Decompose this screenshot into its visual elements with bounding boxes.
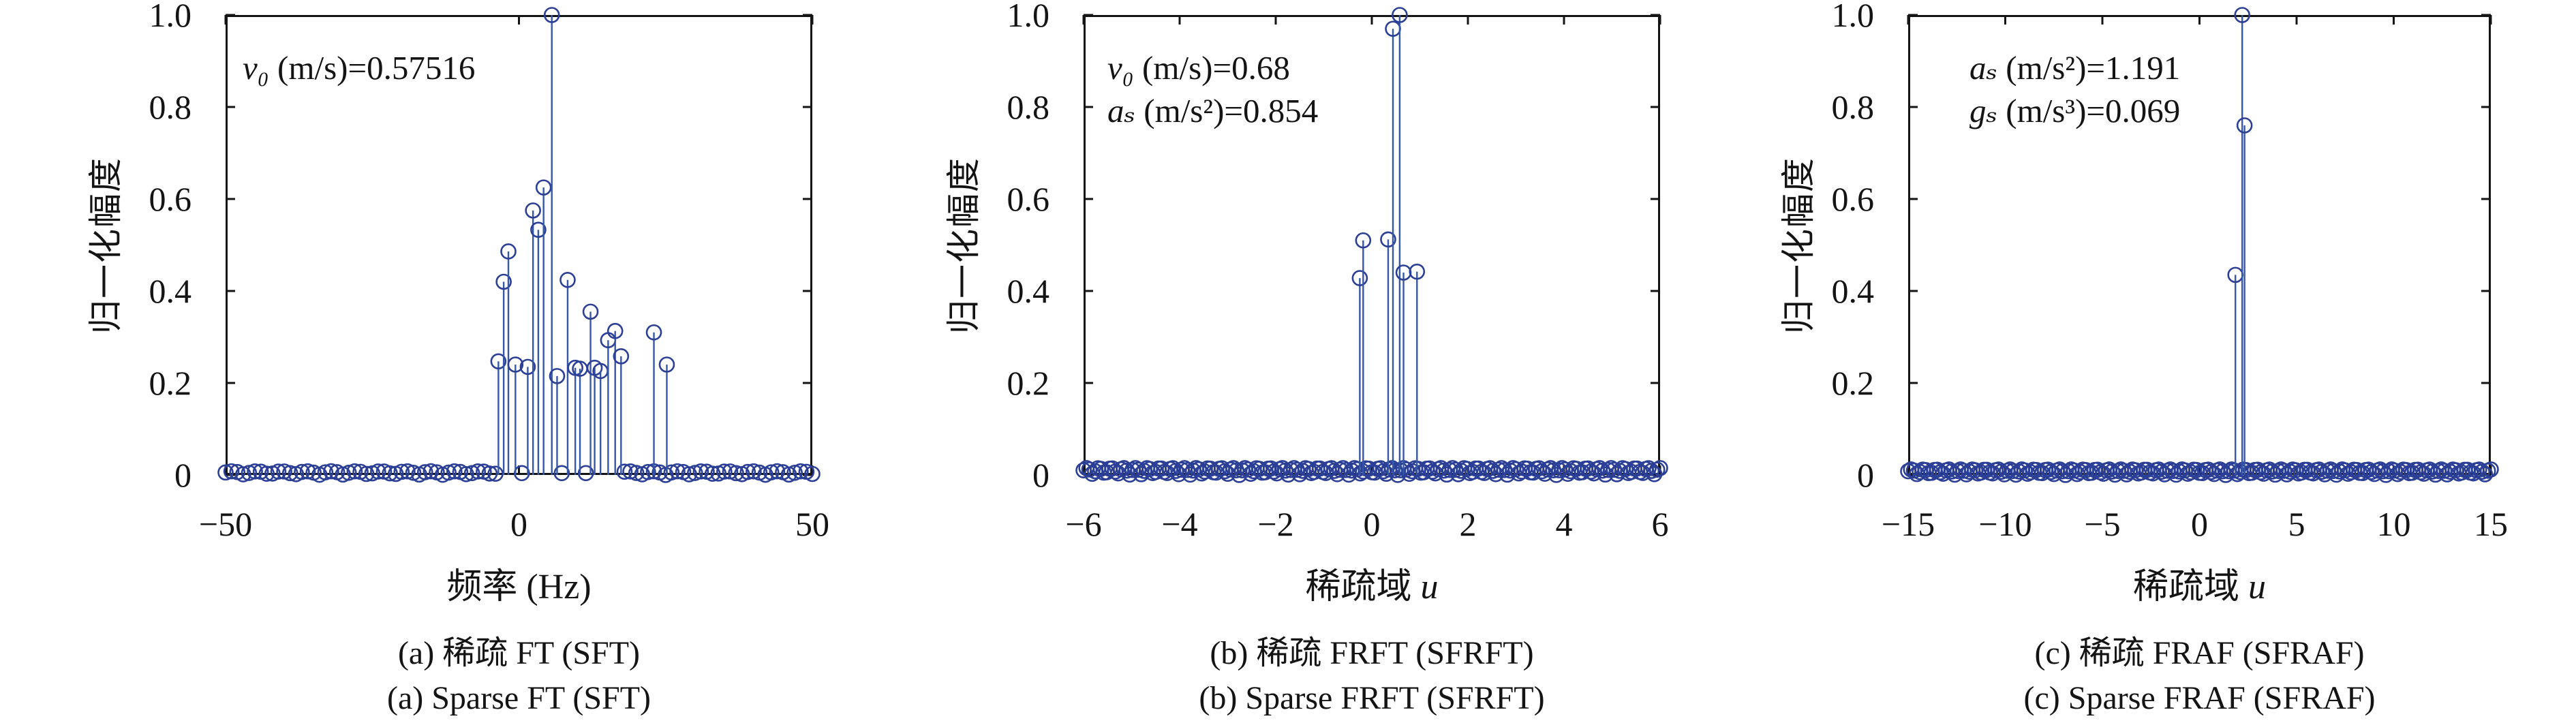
y-tick-label: 0.2 [149,364,192,402]
caption-cn: (b) 稀疏 FRFT (SFRFT) [1210,635,1534,671]
annotation: v₀ (m/s)=0.57516 [243,46,475,89]
y-tick-label: 0.6 [149,180,192,218]
y-tick-label: 0.2 [1831,364,1875,402]
x-tick-label: 50 [795,505,829,543]
annotation: v₀ (m/s)=0.68 aₛ (m/s²)=0.854 [1107,46,1318,132]
x-tick-label: 0 [510,505,527,543]
caption: (b) 稀疏 FRFT (SFRFT) (b) Sparse FRFT (SFR… [1015,631,1728,721]
x-tick-label: 15 [2474,505,2508,543]
y-tick-labels: 1.0 0.8 0.6 0.4 0.2 0 [859,0,1067,494]
y-tick-label: 0 [1857,456,1874,494]
x-tick-label: 0 [1363,505,1381,543]
x-tick-label: −4 [1161,505,1198,543]
plot-box: v₀ (m/s)=0.57516 [217,7,821,483]
x-tick-label: 10 [2376,505,2411,543]
y-tick-label: 0.8 [1831,88,1875,126]
x-tick-label: 0 [2191,505,2208,543]
annotation: aₛ (m/s²)=1.191 gₛ (m/s³)=0.069 [1969,46,2180,132]
caption: (c) 稀疏 FRAF (SFRAF) (c) Sparse FRAF (SFR… [1840,631,2559,721]
caption-en: (c) Sparse FRAF (SFRAF) [2023,680,2376,716]
stem-plot [217,7,821,483]
x-tick-label: −6 [1065,505,1102,543]
caption-en: (b) Sparse FRFT (SFRFT) [1199,680,1545,716]
y-tick-label: 0.2 [1007,364,1050,402]
y-tick-label: 0.8 [149,88,192,126]
y-tick-label: 0 [1032,456,1049,494]
x-tick-label: 6 [1651,505,1669,543]
panel-sfrft: 归一化幅度 1.0 0.8 0.6 0.4 0.2 0 v₀ (m/s)=0.6… [859,0,1717,723]
panel-sft: 归一化幅度 1.0 0.8 0.6 0.4 0.2 0 v₀ (m/s)=0.5… [0,0,859,723]
stem-plot [1900,7,2499,483]
y-tick-label: 0.4 [1007,272,1050,310]
y-tick-label: 0.4 [1831,272,1875,310]
y-tick-label: 1.0 [1831,0,1875,34]
x-tick-label: −15 [1881,505,1935,543]
y-tick-label: 0.6 [1831,180,1875,218]
x-tick-label: −50 [198,505,253,543]
y-tick-labels: 1.0 0.8 0.6 0.4 0.2 0 [1717,0,1891,494]
y-tick-labels: 1.0 0.8 0.6 0.4 0.2 0 [0,0,209,494]
x-tick-label: −2 [1257,505,1294,543]
y-tick-label: 0.4 [149,272,192,310]
x-axis-label: 稀疏域 u [2132,568,2266,606]
plot-box: v₀ (m/s)=0.68 aₛ (m/s²)=0.854 [1075,7,1668,483]
x-axis-label: 频率 (Hz) [446,568,592,606]
x-tick-label: −10 [1978,505,2032,543]
y-tick-label: 0 [174,456,191,494]
caption: (a) 稀疏 FT (SFT) (a) Sparse FT (SFT) [157,631,880,721]
x-axis-label: 稀疏域 u [1305,568,1439,606]
y-tick-label: 0.8 [1007,88,1050,126]
x-tick-label: 2 [1459,505,1477,543]
annotation-line: v₀ (m/s)=0.57516 [243,49,476,87]
annotation-line: aₛ (m/s²)=0.854 [1107,92,1319,129]
caption-en: (a) Sparse FT (SFT) [386,680,651,716]
y-tick-label: 1.0 [1007,0,1050,34]
stem-plot [1075,7,1668,483]
caption-cn: (c) 稀疏 FRAF (SFRAF) [2034,635,2365,671]
plot-box: aₛ (m/s²)=1.191 gₛ (m/s³)=0.069 [1900,7,2499,483]
annotation-line: v₀ (m/s)=0.68 [1107,49,1290,87]
panel-sfraf: 归一化幅度 1.0 0.8 0.6 0.4 0.2 0 aₛ (m/s²)=1.… [1717,0,2576,723]
x-tick-label: 4 [1555,505,1573,543]
annotation-line: gₛ (m/s³)=0.069 [1969,92,2181,129]
x-tick-label: 5 [2288,505,2305,543]
y-tick-label: 0.6 [1007,180,1050,218]
annotation-line: aₛ (m/s²)=1.191 [1969,49,2181,87]
x-tick-label: −5 [2084,505,2121,543]
caption-cn: (a) 稀疏 FT (SFT) [397,635,641,671]
y-tick-label: 1.0 [149,0,192,34]
